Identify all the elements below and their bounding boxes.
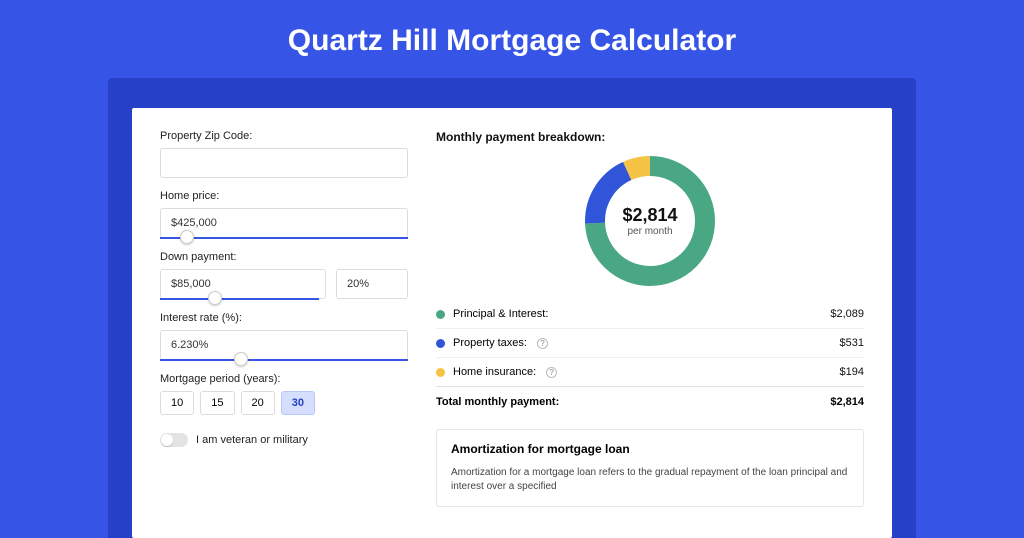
down-payment-slider[interactable]	[160, 298, 319, 300]
amortization-title: Amortization for mortgage loan	[451, 442, 849, 456]
period-btn-15[interactable]: 15	[200, 391, 234, 415]
interest-label: Interest rate (%):	[160, 312, 408, 324]
legend-label: Property taxes:	[453, 337, 527, 349]
legend-label: Principal & Interest:	[453, 308, 548, 320]
zip-input[interactable]	[160, 148, 408, 178]
help-icon[interactable]: ?	[537, 338, 548, 349]
veteran-toggle-knob	[161, 434, 173, 446]
home-price-input[interactable]	[160, 208, 408, 238]
legend-list: Principal & Interest: $2,089 Property taxe…	[436, 300, 864, 386]
donut-center-value: $2,814	[622, 205, 677, 226]
form-column: Property Zip Code: Home price: Down paym…	[160, 130, 408, 538]
down-payment-amount-input[interactable]	[160, 269, 326, 299]
calculator-card: Property Zip Code: Home price: Down paym…	[132, 108, 892, 538]
breakdown-column: Monthly payment breakdown: $2,814 per mo…	[436, 130, 864, 538]
legend-row: Home insurance:? $194	[436, 357, 864, 386]
period-btn-30[interactable]: 30	[281, 391, 315, 415]
home-price-slider-thumb[interactable]	[180, 230, 194, 244]
home-price-label: Home price:	[160, 190, 408, 202]
inner-band: Property Zip Code: Home price: Down paym…	[108, 78, 916, 538]
page-title: Quartz Hill Mortgage Calculator	[0, 0, 1024, 78]
amortization-text: Amortization for a mortgage loan refers …	[451, 466, 849, 494]
interest-slider-thumb[interactable]	[234, 352, 248, 366]
total-row: Total monthly payment: $2,814	[436, 386, 864, 417]
veteran-toggle[interactable]	[160, 433, 188, 447]
legend-dot	[436, 339, 445, 348]
interest-slider[interactable]	[160, 359, 408, 361]
total-label: Total monthly payment:	[436, 396, 559, 408]
legend-value: $194	[840, 366, 864, 378]
help-icon[interactable]: ?	[546, 367, 557, 378]
interest-field: Interest rate (%):	[160, 312, 408, 361]
donut-chart-wrap: $2,814 per month	[436, 150, 864, 300]
home-price-slider[interactable]	[160, 237, 408, 239]
down-payment-slider-thumb[interactable]	[208, 291, 222, 305]
legend-value: $531	[840, 337, 864, 349]
period-label: Mortgage period (years):	[160, 373, 408, 385]
zip-field: Property Zip Code:	[160, 130, 408, 178]
breakdown-title: Monthly payment breakdown:	[436, 130, 864, 144]
home-price-field: Home price:	[160, 190, 408, 239]
zip-label: Property Zip Code:	[160, 130, 408, 142]
donut-center-sub: per month	[627, 226, 672, 237]
down-payment-field: Down payment:	[160, 251, 408, 300]
legend-value: $2,089	[830, 308, 864, 320]
period-field: Mortgage period (years): 10 15 20 30	[160, 373, 408, 415]
period-btn-10[interactable]: 10	[160, 391, 194, 415]
amortization-box: Amortization for mortgage loan Amortizat…	[436, 429, 864, 507]
period-btn-20[interactable]: 20	[241, 391, 275, 415]
legend-dot	[436, 310, 445, 319]
legend-label: Home insurance:	[453, 366, 536, 378]
period-options: 10 15 20 30	[160, 391, 408, 415]
legend-row: Principal & Interest: $2,089	[436, 300, 864, 328]
down-payment-percent-input[interactable]	[336, 269, 408, 299]
veteran-label: I am veteran or military	[196, 434, 308, 446]
interest-input[interactable]	[160, 330, 408, 360]
legend-dot	[436, 368, 445, 377]
veteran-field: I am veteran or military	[160, 433, 408, 447]
total-value: $2,814	[830, 396, 864, 408]
donut-chart: $2,814 per month	[585, 156, 715, 286]
legend-row: Property taxes:? $531	[436, 328, 864, 357]
down-payment-label: Down payment:	[160, 251, 408, 263]
donut-center: $2,814 per month	[585, 156, 715, 286]
